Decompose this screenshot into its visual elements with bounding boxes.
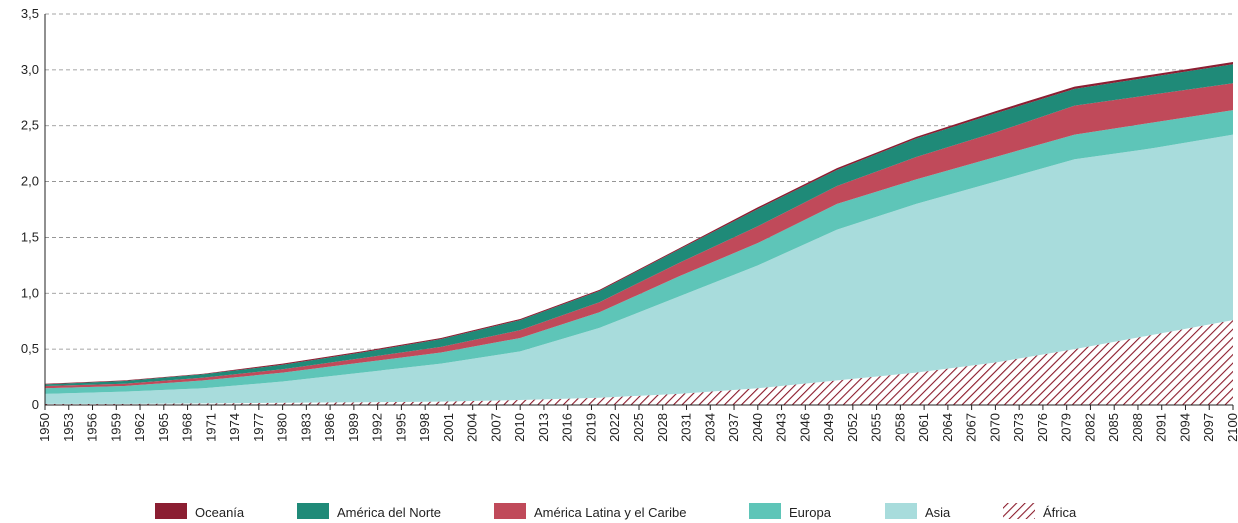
- y-tick-label: 1,0: [21, 285, 39, 300]
- x-tick-label: 1989: [346, 413, 361, 442]
- x-tick-label: 2073: [1011, 413, 1026, 442]
- x-tick-label: 2088: [1130, 413, 1145, 442]
- x-tick-label: 2055: [869, 413, 884, 442]
- x-tick-label: 2010: [512, 413, 527, 442]
- legend-label: Oceanía: [195, 505, 245, 520]
- y-tick-label: 0: [32, 397, 39, 412]
- x-tick-label: 1953: [61, 413, 76, 442]
- x-tick-label: 2052: [845, 413, 860, 442]
- y-tick-label: 1,5: [21, 229, 39, 244]
- x-tick-label: 2070: [987, 413, 1002, 442]
- x-tick-label: 1968: [180, 413, 195, 442]
- x-tick-label: 2085: [1106, 413, 1121, 442]
- x-tick-label: 2046: [797, 413, 812, 442]
- y-tick-label: 3,0: [21, 62, 39, 77]
- x-tick-label: 2025: [631, 413, 646, 442]
- legend-label: África: [1043, 505, 1077, 520]
- x-tick-label: 2079: [1059, 413, 1074, 442]
- legend-swatch: [494, 503, 526, 519]
- x-tick-label: 2004: [465, 413, 480, 442]
- x-tick-label: 2067: [964, 413, 979, 442]
- x-tick-label: 2094: [1177, 413, 1192, 442]
- x-tick-label: 1980: [275, 413, 290, 442]
- area: [45, 110, 1233, 394]
- x-tick-label: 2100: [1225, 413, 1238, 442]
- x-tick-label: 1983: [298, 413, 313, 442]
- legend-label: América Latina y el Caribe: [534, 505, 686, 520]
- x-tick-label: 1998: [417, 413, 432, 442]
- x-tick-label: 2076: [1035, 413, 1050, 442]
- x-tick-label: 1977: [251, 413, 266, 442]
- area: [45, 64, 1233, 387]
- x-tick-label: 2016: [560, 413, 575, 442]
- x-tick-label: 2058: [892, 413, 907, 442]
- area: [45, 134, 1233, 404]
- y-tick-label: 3,5: [21, 6, 39, 21]
- x-tick-label: 2091: [1154, 413, 1169, 442]
- x-tick-label: 2019: [583, 413, 598, 442]
- x-tick-label: 1971: [203, 413, 218, 442]
- legend-swatch: [885, 503, 917, 519]
- x-tick-label: 1974: [227, 413, 242, 442]
- x-tick-label: 2022: [607, 413, 622, 442]
- x-tick-label: 1965: [156, 413, 171, 442]
- x-tick-label: 1995: [393, 413, 408, 442]
- x-tick-label: 2097: [1201, 413, 1216, 442]
- x-tick-label: 2043: [774, 413, 789, 442]
- x-tick-label: 1956: [85, 413, 100, 442]
- x-tick-label: 1959: [108, 413, 123, 442]
- x-tick-label: 2064: [940, 413, 955, 442]
- x-tick-label: 2007: [488, 413, 503, 442]
- legend-swatch: [297, 503, 329, 519]
- x-tick-label: 1986: [322, 413, 337, 442]
- legend-swatch: [1003, 503, 1035, 519]
- x-tick-label: 1950: [37, 413, 52, 442]
- area: [45, 83, 1233, 389]
- x-tick-label: 1962: [132, 413, 147, 442]
- legend-label: Europa: [789, 505, 832, 520]
- x-tick-label: 2049: [821, 413, 836, 442]
- x-tick-label: 2001: [441, 413, 456, 442]
- x-tick-label: 2028: [655, 413, 670, 442]
- x-tick-label: 2040: [750, 413, 765, 442]
- y-tick-label: 0,5: [21, 341, 39, 356]
- x-tick-label: 2013: [536, 413, 551, 442]
- y-tick-label: 2,0: [21, 174, 39, 189]
- y-tick-label: 2,5: [21, 118, 39, 133]
- legend-swatch: [155, 503, 187, 519]
- legend-label: América del Norte: [337, 505, 441, 520]
- area: [45, 320, 1233, 405]
- x-tick-label: 2037: [726, 413, 741, 442]
- x-tick-label: 2031: [679, 413, 694, 442]
- legend-label: Asia: [925, 505, 951, 520]
- x-tick-label: 2061: [916, 413, 931, 442]
- x-tick-label: 1992: [370, 413, 385, 442]
- legend-swatch: [749, 503, 781, 519]
- x-tick-label: 2034: [702, 413, 717, 442]
- x-tick-label: 2082: [1082, 413, 1097, 442]
